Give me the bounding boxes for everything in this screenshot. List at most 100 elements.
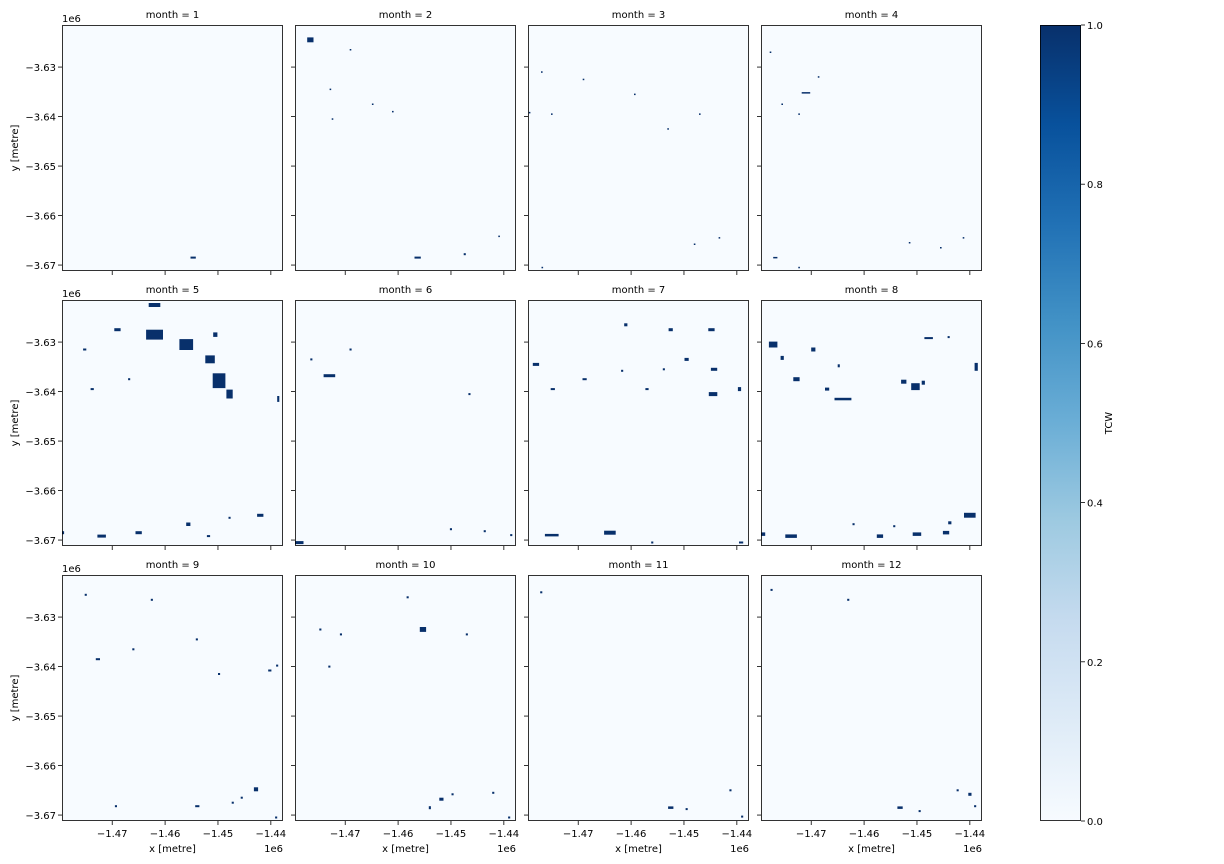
panel-title: month = 4 [845, 10, 899, 21]
water-cell [463, 253, 466, 256]
water-cell [901, 379, 907, 384]
x-tick-label: −1.44 [489, 829, 520, 840]
panel-frame [528, 300, 749, 546]
water-cell [212, 373, 226, 389]
water-cell [768, 341, 778, 348]
feature-layer [532, 323, 744, 544]
water-cell [780, 355, 784, 360]
water-cell [962, 237, 965, 239]
water-cell [541, 71, 543, 73]
water-cell [295, 541, 304, 545]
colorbar-gradient [1040, 25, 1081, 821]
water-cell [190, 256, 196, 259]
x-axis-label: x [metre] [848, 844, 895, 855]
water-cell [634, 93, 636, 96]
colorbar-tick-label: 0.4 [1087, 499, 1103, 510]
colorbar-tick-label: 0.0 [1087, 817, 1103, 828]
water-cell [948, 521, 952, 525]
water-cell [834, 397, 852, 401]
panel-background [295, 575, 516, 821]
feature-layer [319, 596, 511, 819]
panel-frame [761, 300, 982, 546]
feature-layer [62, 303, 280, 538]
water-cell [852, 523, 855, 526]
colorbar: 0.0 0.2 0.4 0.6 0.8 1.0 TCW [1040, 21, 1115, 828]
water-cell [847, 598, 850, 601]
water-cell [893, 525, 896, 528]
x-tick-label: −1.44 [256, 829, 287, 840]
water-cell [911, 383, 920, 391]
x-axis-offset: 1e6 [963, 844, 982, 855]
panel-background [62, 300, 283, 546]
water-cell [924, 337, 933, 340]
feature-layer [770, 588, 977, 813]
water-cell [793, 377, 800, 382]
water-cell [483, 530, 486, 533]
water-cell [798, 113, 800, 115]
water-cell [498, 235, 500, 238]
water-cell [528, 111, 531, 114]
water-cell [624, 323, 628, 327]
y-tick-label: −3.64 [25, 113, 56, 124]
water-cell [492, 791, 495, 794]
water-cell [277, 396, 280, 402]
water-cell [693, 243, 696, 245]
water-cell [739, 541, 744, 544]
water-cell [414, 256, 421, 259]
water-cell [206, 535, 211, 538]
panel-month-2: month = 2 [291, 10, 516, 275]
water-cell [276, 664, 279, 667]
water-cell [83, 348, 87, 351]
water-cell [135, 531, 142, 535]
water-cell [179, 339, 194, 350]
water-cell [392, 110, 394, 113]
y-tick-label: −3.63 [25, 338, 56, 349]
water-cell [205, 355, 215, 364]
panel-frame [295, 25, 516, 271]
water-cell [876, 534, 884, 538]
water-cell [908, 242, 911, 244]
water-cell [532, 362, 540, 366]
panel-background [528, 25, 749, 271]
panel-title: month = 8 [845, 285, 899, 296]
x-tick-label: −1.45 [436, 829, 467, 840]
water-cell [798, 266, 800, 269]
water-cell [268, 669, 272, 672]
water-cell [228, 516, 231, 519]
water-cell [339, 633, 342, 636]
y-tick-label: −3.66 [25, 762, 56, 773]
water-cell [329, 88, 332, 91]
panel-background [528, 300, 749, 546]
water-cell [428, 806, 431, 810]
water-cell [349, 49, 352, 51]
water-cell [781, 103, 783, 105]
water-cell [837, 364, 840, 368]
water-cell [132, 648, 135, 651]
panel-month-6: month = 6 [291, 285, 516, 550]
water-cell [737, 387, 742, 392]
panel-frame [295, 300, 516, 546]
y-axis-offset: 1e6 [62, 14, 81, 25]
water-cell [729, 789, 732, 792]
feature-layer [307, 37, 500, 259]
water-cell [451, 793, 454, 796]
panel-title: month = 12 [842, 560, 902, 571]
feature-layer [84, 593, 279, 819]
water-cell [253, 787, 259, 792]
water-cell [468, 393, 471, 396]
x-tick-label: −1.47 [796, 829, 827, 840]
feature-layer [540, 591, 744, 818]
water-cell [947, 336, 950, 339]
x-tick-label: −1.45 [669, 829, 700, 840]
panel-background [528, 575, 749, 821]
water-cell [668, 806, 674, 809]
y-tick-label: −3.65 [25, 712, 56, 723]
y-tick-label: −3.67 [25, 261, 56, 272]
water-cell [226, 389, 233, 399]
water-cell [942, 530, 950, 535]
water-cell [710, 367, 718, 371]
panel-title: month = 11 [609, 560, 669, 571]
water-cell [718, 237, 721, 239]
water-cell [128, 378, 131, 381]
